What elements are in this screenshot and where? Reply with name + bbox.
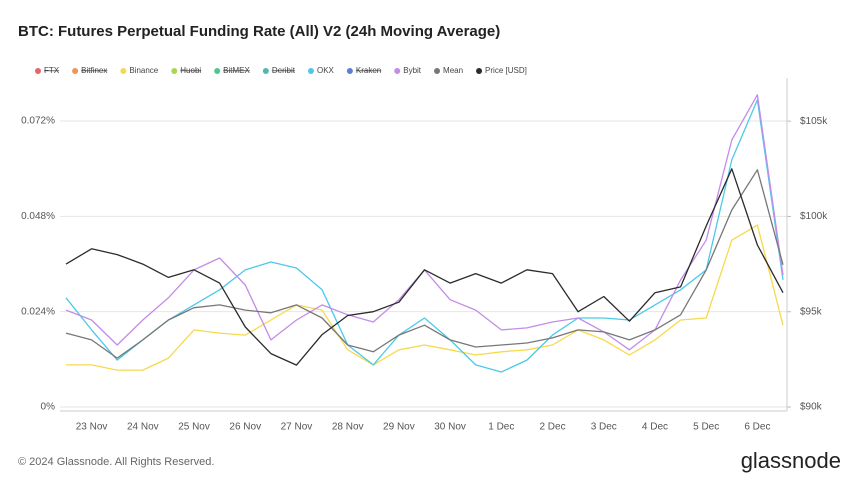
series-line: [65, 99, 784, 373]
legend-swatch: [214, 68, 221, 74]
legend-label[interactable]: OKX: [317, 66, 335, 75]
legend-swatch: [171, 68, 178, 74]
legend-swatch: [394, 68, 401, 74]
y2-tick-label: $105k: [800, 116, 828, 127]
legend-label[interactable]: Huobi: [180, 66, 201, 75]
legend-label[interactable]: BitMEX: [223, 66, 250, 75]
x-tick-label: 2 Dec: [539, 422, 565, 433]
legend-swatch: [346, 68, 353, 74]
chart-title: BTC: Futures Perpetual Funding Rate (All…: [18, 23, 500, 40]
x-tick-label: 30 Nov: [434, 422, 466, 433]
legend-label[interactable]: Kraken: [356, 66, 381, 75]
x-tick-label: 25 Nov: [178, 422, 210, 433]
y-tick-label: 0.024%: [21, 306, 55, 317]
legend-swatch: [434, 68, 441, 74]
series-line: [65, 168, 784, 366]
legend-swatch: [72, 68, 79, 74]
x-tick-label: 4 Dec: [642, 422, 668, 433]
legend-swatch: [307, 68, 314, 74]
x-tick-label: 23 Nov: [76, 422, 108, 433]
y2-tick-label: $90k: [800, 402, 823, 413]
legend-swatch: [35, 68, 41, 74]
legend-swatch: [262, 68, 269, 74]
legend-swatch: [120, 68, 127, 74]
x-tick-label: 5 Dec: [693, 422, 719, 433]
legend-label[interactable]: Bitfinex: [81, 66, 107, 75]
legend-label[interactable]: Mean: [443, 66, 463, 75]
legend-label[interactable]: Bybit: [403, 66, 422, 75]
y-tick-label: 0.048%: [21, 211, 55, 222]
legend-swatch: [476, 68, 483, 74]
x-tick-label: 3 Dec: [591, 422, 617, 433]
x-tick-label: 6 Dec: [744, 422, 770, 433]
x-tick-label: 26 Nov: [229, 422, 261, 433]
x-tick-label: 1 Dec: [488, 422, 514, 433]
legend-label[interactable]: FTX: [44, 66, 60, 75]
footer: © 2024 Glassnode. All Rights Reserved.: [18, 456, 214, 468]
y-tick-label: 0.072%: [21, 116, 55, 127]
series-line: [65, 169, 784, 359]
x-tick-label: 28 Nov: [332, 422, 364, 433]
x-tick-label: 24 Nov: [127, 422, 159, 433]
legend-label[interactable]: Binance: [129, 66, 158, 75]
brand: glassnode: [741, 448, 841, 473]
x-tick-label: 27 Nov: [281, 422, 313, 433]
y2-tick-label: $95k: [800, 306, 823, 317]
y2-tick-label: $100k: [800, 211, 828, 222]
series-line: [66, 224, 784, 371]
x-tick-label: 29 Nov: [383, 422, 415, 433]
legend-label[interactable]: Price [USD]: [485, 66, 527, 75]
y-tick-label: 0%: [41, 402, 56, 413]
legend-label[interactable]: Deribit: [272, 66, 296, 75]
